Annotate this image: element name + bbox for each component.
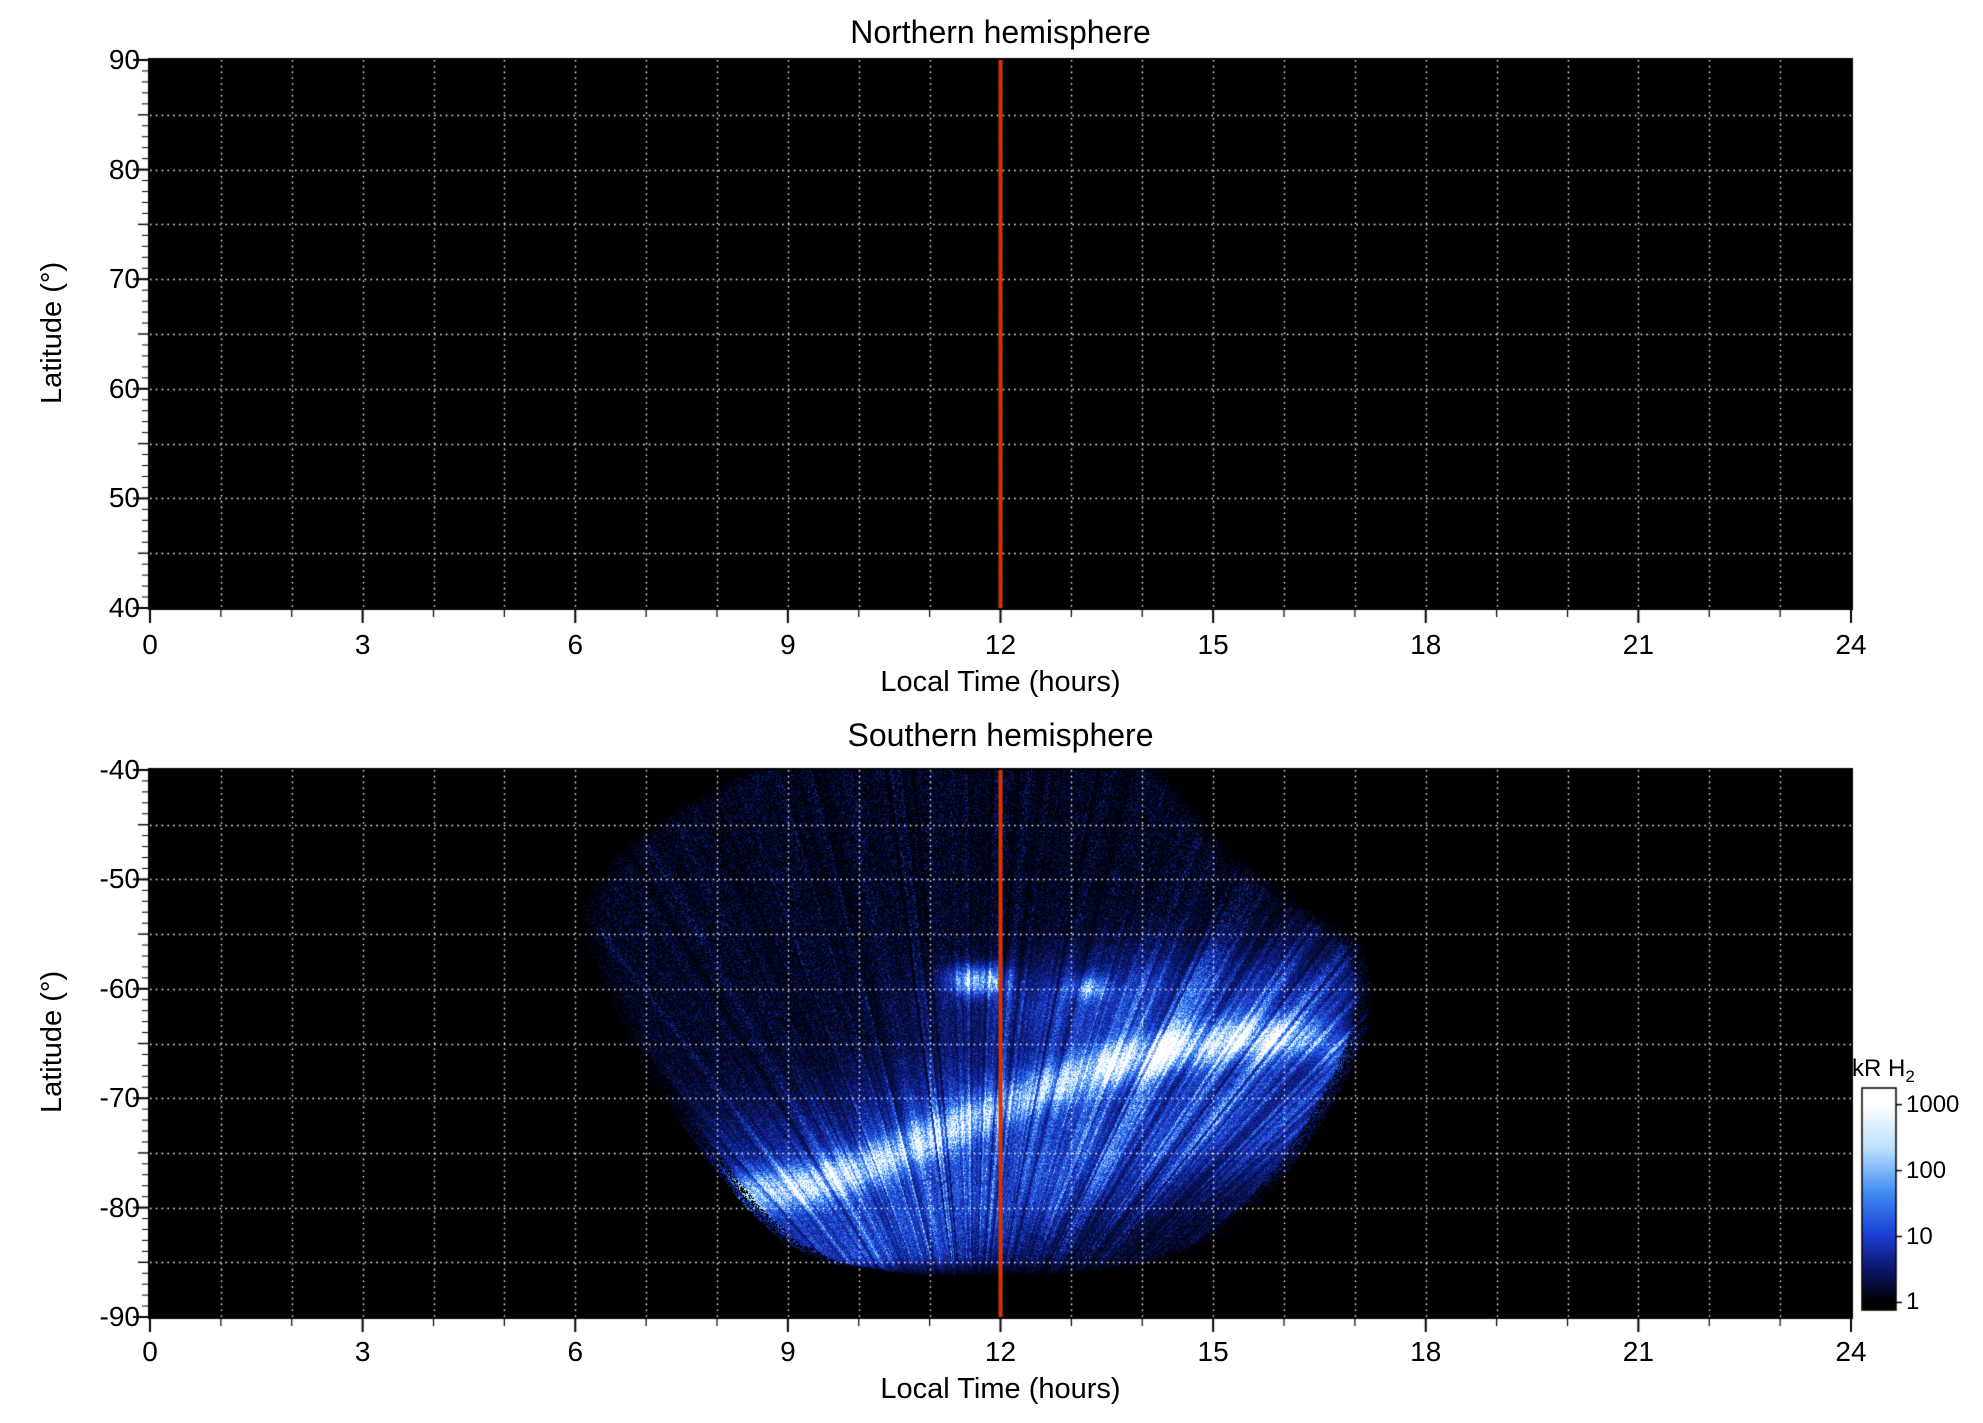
north-y-tick-label: 50 (108, 482, 140, 514)
south-y-tick-label: -90 (99, 1301, 140, 1332)
south-x-tick-label: 21 (1622, 1336, 1654, 1367)
north-y-tick-label: 60 (108, 372, 140, 404)
south-y-tick-label: -60 (99, 972, 140, 1004)
south-yaxis-label: Latitude (°) (36, 970, 69, 1114)
north-x-tick-label: 0 (142, 629, 158, 660)
north-x-tick-label: 6 (567, 629, 584, 660)
south-y-tick-label: -40 (99, 754, 140, 785)
south-x-tick-label: 24 (1835, 1336, 1867, 1367)
colorbar-label-text: kR H (1852, 1055, 1906, 1082)
north-x-tick-label: 21 (1622, 629, 1654, 660)
north-panel-title: Northern hemisphere (850, 14, 1151, 50)
south-xaxis-label: Local Time (hours) (880, 1373, 1121, 1405)
south-x-tick-label: 18 (1410, 1336, 1442, 1367)
south-x-tick-label: 0 (142, 1336, 158, 1367)
north-x-tick-label: 3 (354, 629, 371, 660)
north-x-tick-label: 18 (1410, 629, 1442, 660)
colorbar-tick-label: 1 (1906, 1288, 1920, 1316)
north-x-tick-label: 24 (1835, 629, 1867, 660)
colorbar-label-subscript: 2 (1905, 1066, 1915, 1086)
south-y-tick-label: -70 (99, 1082, 140, 1114)
south-y-tick-label: -80 (99, 1191, 140, 1223)
south-x-tick-label: 12 (984, 1336, 1017, 1367)
north-y-tick-label: 80 (108, 153, 140, 185)
north-xaxis-label: Local Time (hours) (880, 666, 1121, 698)
colorbar-tick-label: 1000 (1906, 1090, 1960, 1118)
south-x-tick-label: 9 (780, 1336, 796, 1367)
north-x-tick-label: 15 (1197, 629, 1229, 660)
south-x-tick-label: 15 (1197, 1336, 1229, 1367)
north-x-tick-label: 9 (780, 629, 796, 660)
north-y-tick-label: 90 (108, 44, 140, 75)
north-yaxis-label: Latitude (°) (36, 261, 69, 405)
north-x-tick-label: 12 (984, 629, 1017, 660)
north-y-tick-label: 70 (108, 263, 140, 295)
colorbar-label: kR H2 (1852, 1055, 1915, 1086)
colorbar-tick-label: 100 (1906, 1156, 1947, 1184)
colorbar-tick-label: 10 (1906, 1222, 1933, 1250)
north-y-tick-label: 40 (108, 592, 140, 623)
south-y-tick-label: -50 (99, 863, 140, 895)
south-x-tick-label: 3 (354, 1336, 371, 1367)
south-panel-title: Southern hemisphere (847, 717, 1154, 753)
south-x-tick-label: 6 (567, 1336, 584, 1367)
